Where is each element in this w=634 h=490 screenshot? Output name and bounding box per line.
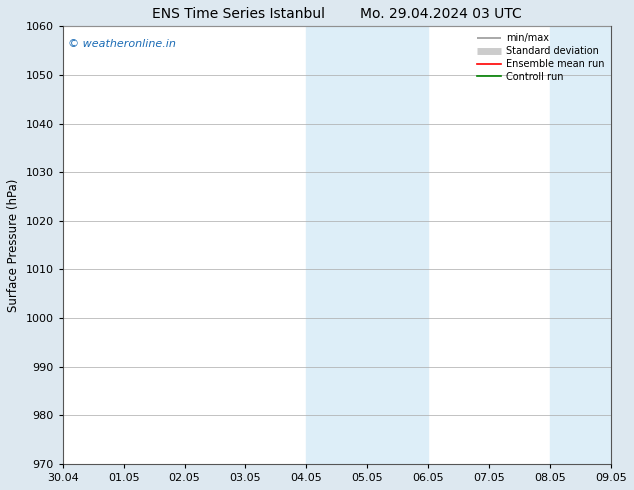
Bar (550, 26, 611, 464)
Legend: min/max, Standard deviation, Ensemble mean run, Controll run: min/max, Standard deviation, Ensemble me… (473, 29, 608, 86)
Bar (306, 26, 429, 464)
Text: © weatheronline.in: © weatheronline.in (68, 39, 176, 49)
Title: ENS Time Series Istanbul        Mo. 29.04.2024 03 UTC: ENS Time Series Istanbul Mo. 29.04.2024 … (152, 7, 522, 21)
Y-axis label: Surface Pressure (hPa): Surface Pressure (hPa) (7, 178, 20, 312)
